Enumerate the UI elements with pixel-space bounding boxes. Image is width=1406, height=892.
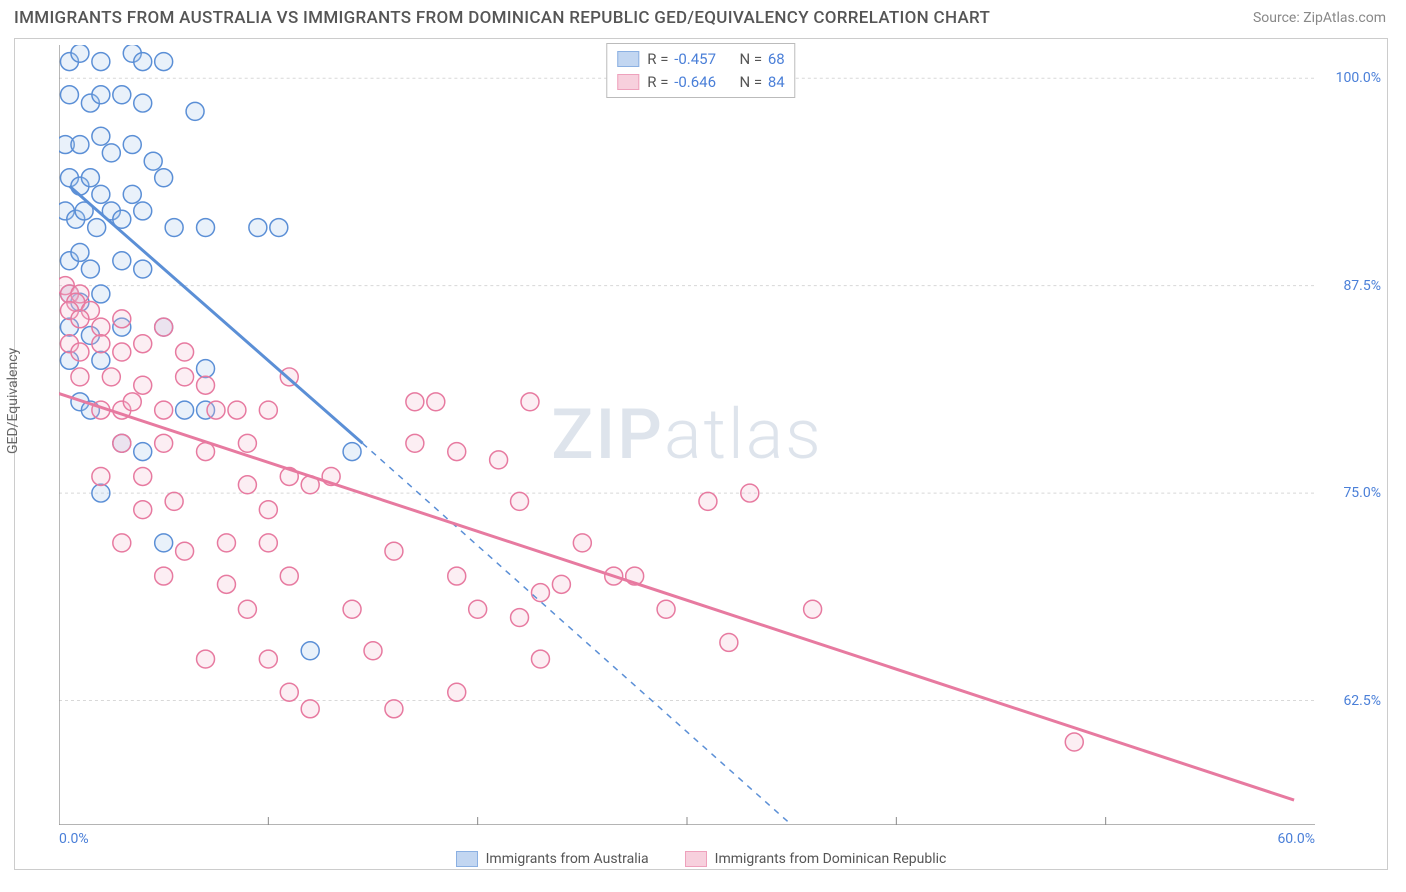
correlation-legend: R = -0.457 N = 68 R = -0.646 N = 84 [606,43,795,98]
x-tick-label: 0.0% [59,831,89,847]
chart-title: IMMIGRANTS FROM AUSTRALIA VS IMMIGRANTS … [14,8,990,28]
y-tick-label: 75.0% [1343,485,1381,501]
legend-item: Immigrants from Australia [456,851,649,867]
y-tick-label: 100.0% [1336,70,1381,86]
y-tick-label: 87.5% [1343,278,1381,294]
chart-frame: GED/Equivalency ZIPatlas R = -0.457 N = … [14,38,1388,870]
legend-row: R = -0.646 N = 84 [617,71,784,94]
legend-row: R = -0.457 N = 68 [617,48,784,71]
y-tick-label: 62.5% [1343,693,1381,709]
x-tick-label: 60.0% [1277,831,1315,847]
legend-item: Immigrants from Dominican Republic [685,851,947,867]
source-attribution: Source: ZipAtlas.com [1253,10,1386,26]
scatter-plot: ZIPatlas [59,45,1315,825]
y-axis-label: GED/Equivalency [5,348,21,454]
series-legend: Immigrants from Australia Immigrants from… [15,851,1387,867]
